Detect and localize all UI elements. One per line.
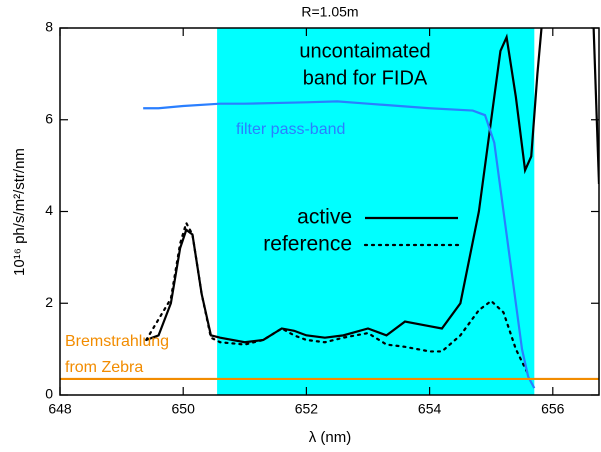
bremsstrahlung-label: from Zebra xyxy=(65,359,143,376)
legend-label: reference xyxy=(263,233,352,256)
series-line xyxy=(143,100,536,389)
x-axis-label: λ (nm) xyxy=(309,429,352,446)
x-tick-label: 648 xyxy=(48,401,72,417)
filter-label: filter pass-band xyxy=(236,121,345,138)
series-line xyxy=(592,28,599,185)
x-tick-label: 654 xyxy=(418,401,442,417)
y-tick-label: 0 xyxy=(45,386,53,402)
y-axis-label: 10¹⁶ ph/s/m²/str/nm xyxy=(11,148,28,276)
fida-band xyxy=(217,28,535,395)
y-tick-label: 6 xyxy=(45,110,53,126)
y-tick-label: 4 xyxy=(45,202,53,218)
x-tick-label: 650 xyxy=(172,401,196,417)
series-line xyxy=(145,220,530,376)
bremsstrahlung-label: Bremstrahlung xyxy=(65,333,169,350)
x-tick-label: 656 xyxy=(541,401,565,417)
chart-title: R=1.05m xyxy=(301,4,358,20)
band-label: band for FIDA xyxy=(303,67,428,89)
y-tick-label: 2 xyxy=(45,294,53,310)
band-label: uncontaimated xyxy=(299,40,430,62)
legend-label: active xyxy=(297,206,352,229)
series-line xyxy=(145,28,543,344)
y-tick-label: 8 xyxy=(45,19,53,35)
x-tick-label: 652 xyxy=(295,401,319,417)
